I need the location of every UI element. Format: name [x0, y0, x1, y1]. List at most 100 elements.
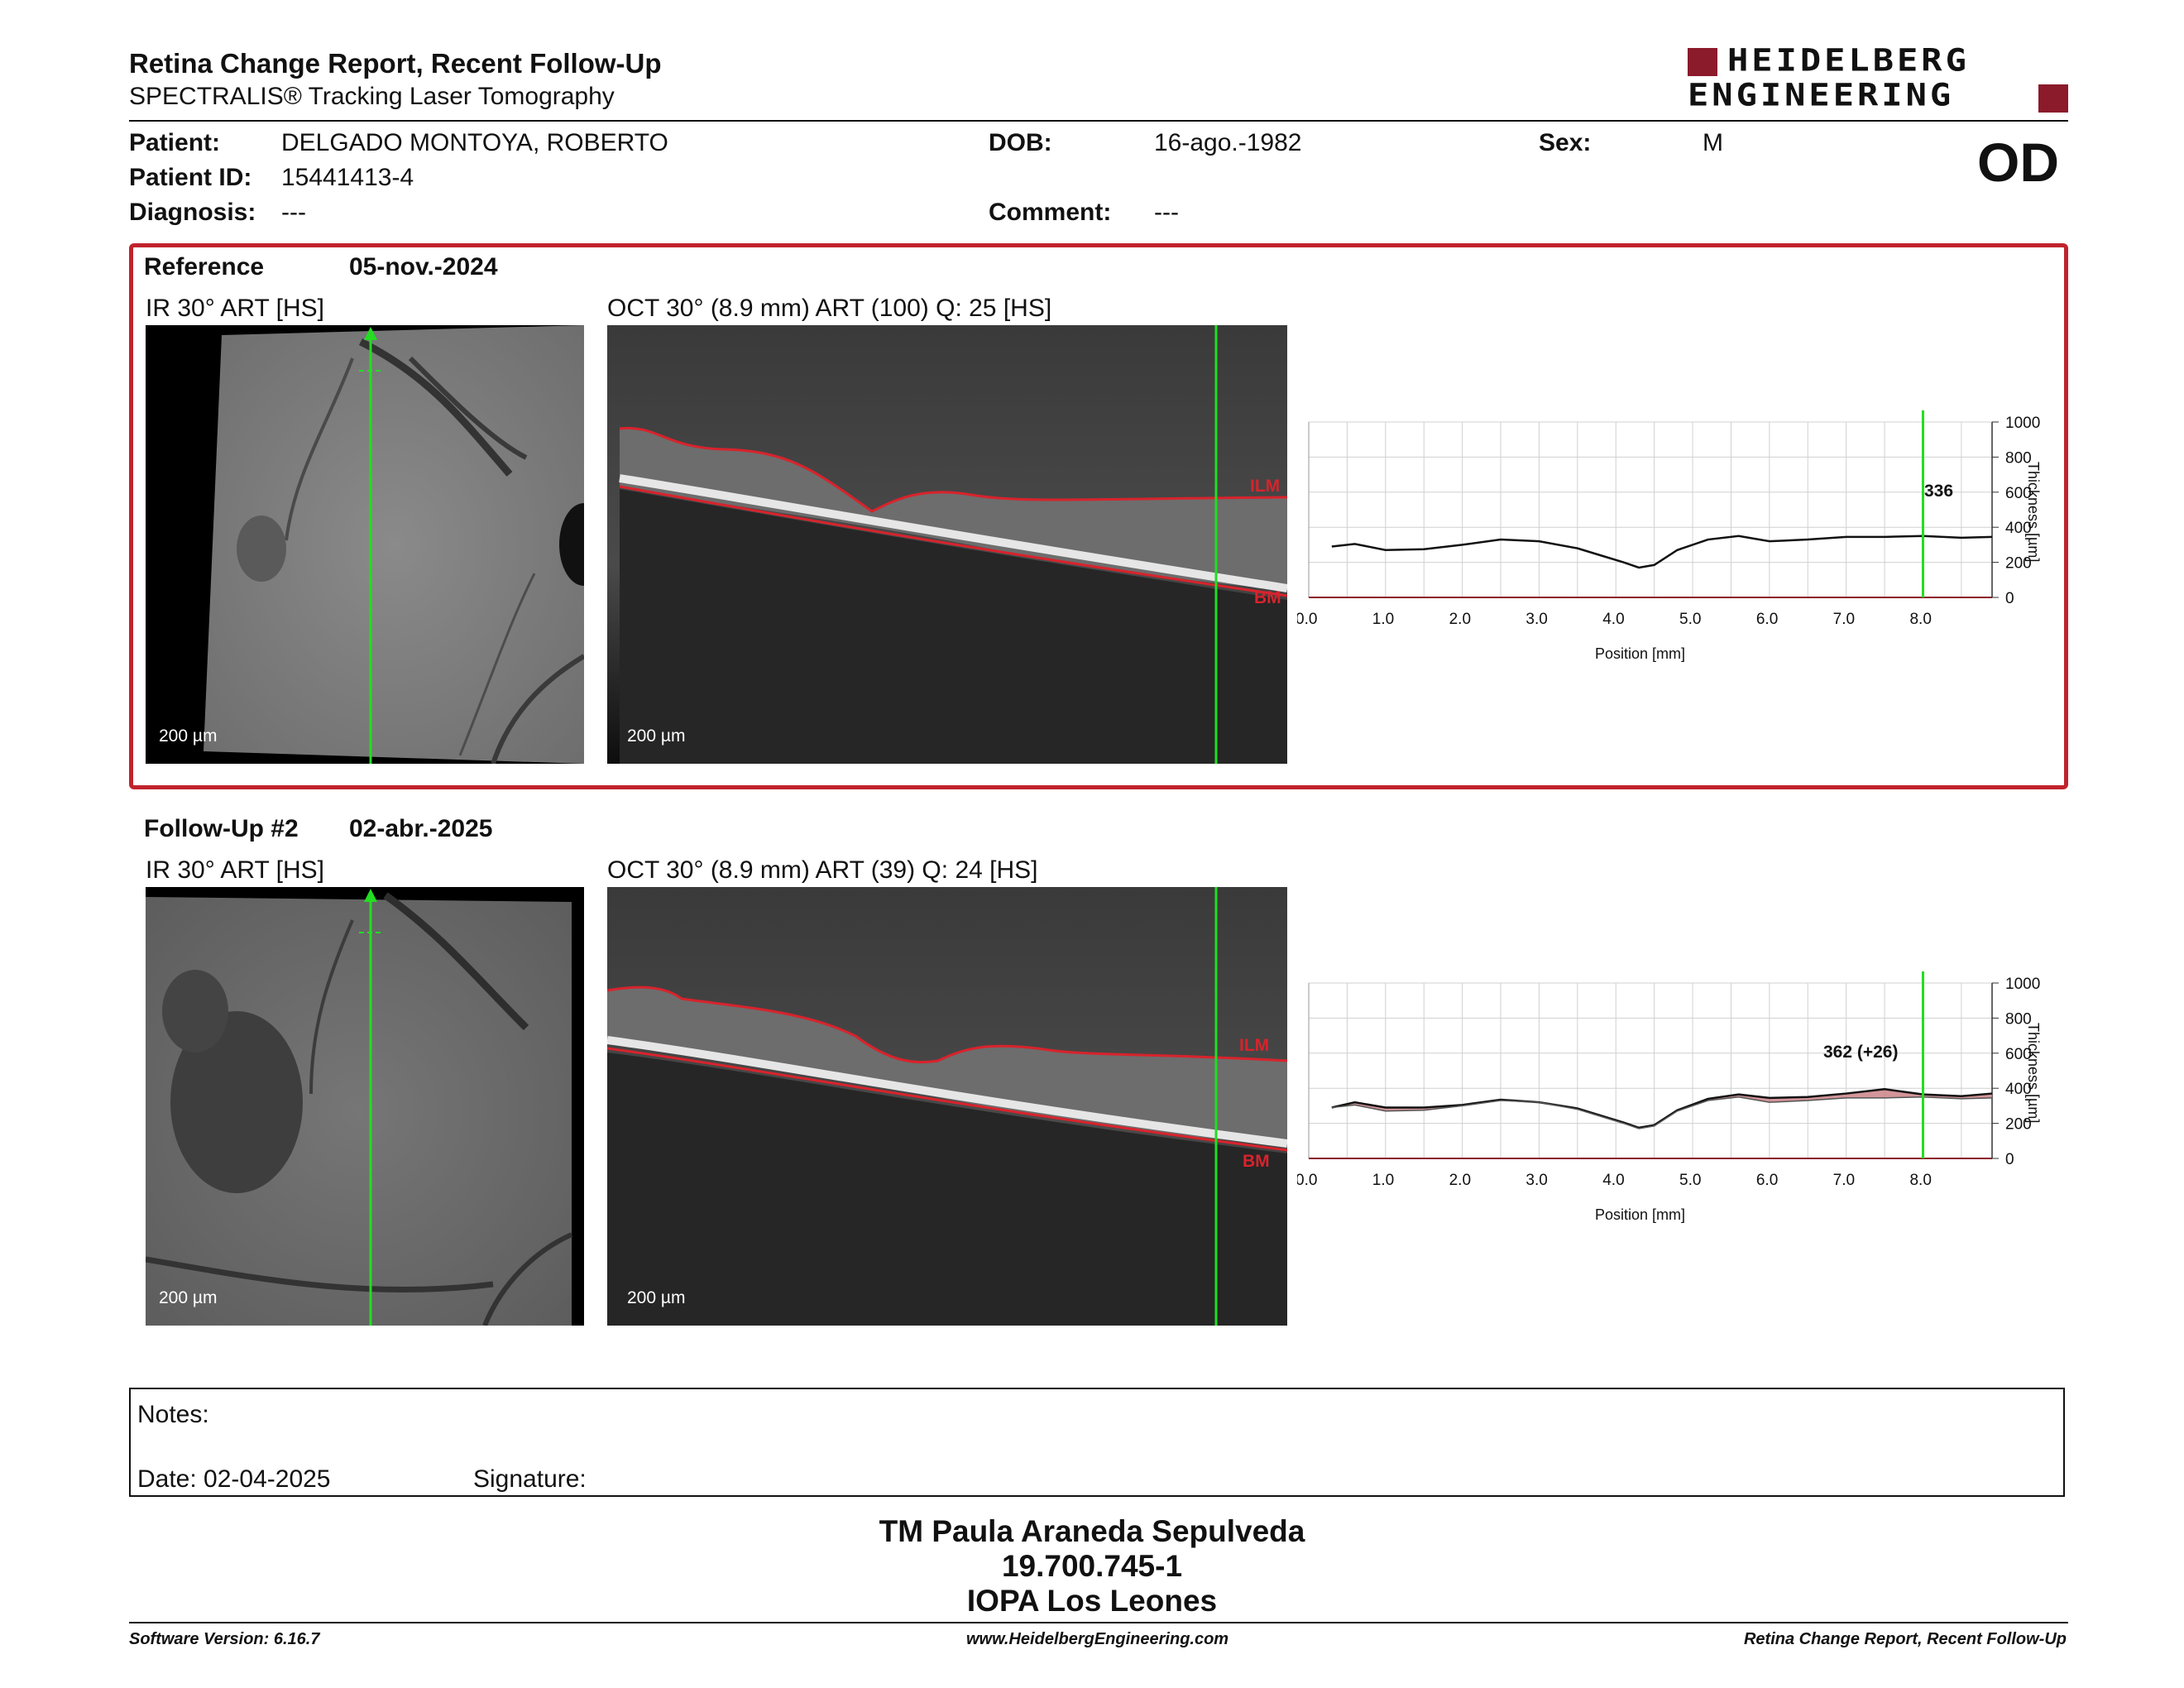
followup-date: 02-abr.-2025	[349, 815, 493, 842]
followup-label: Follow-Up #2	[144, 815, 299, 842]
followup-chart-ytick-label-1: 200	[2005, 1116, 2032, 1134]
reference-chart-xtick-label-0: 0.0	[1297, 611, 1317, 628]
reference-ilm-label: ILM	[1250, 477, 1281, 496]
followup-oct-scale: 200 µm	[627, 1288, 686, 1307]
reference-chart-ytick-label-4: 800	[2005, 449, 2032, 467]
followup-chart-xtick-label-4: 4.0	[1602, 1172, 1624, 1189]
reference-bm-line	[619, 485, 1287, 597]
dob-label: DOB:	[989, 129, 1052, 156]
reference-chart-xtick-label-7: 7.0	[1833, 611, 1855, 628]
reference-ir-scale: 200 µm	[159, 727, 218, 746]
followup-oct-label: OCT 30° (8.9 mm) ART (39) Q: 24 [HS]	[607, 856, 1038, 884]
comment-value: ---	[1154, 199, 1179, 226]
followup-chart-xtick-label-0: 0.0	[1297, 1172, 1317, 1189]
reference-ir-image	[146, 325, 584, 764]
reference-bm-label: BM	[1254, 588, 1281, 607]
signer-name: TM Paula Araneda Sepulveda	[879, 1514, 1305, 1548]
sex-value: M	[1703, 129, 1723, 156]
software-version: Software Version: 6.16.7	[129, 1630, 320, 1648]
patient-id: 15441413-4	[281, 164, 414, 191]
logo-line2: ENGINEERING	[1688, 76, 1955, 113]
logo-line1: HEIDELBERG	[1727, 41, 1970, 79]
logo-square-icon-2	[2038, 84, 2068, 113]
followup-thickness-chart: 0 200 400 600 800 1000 0.0 1.0 2.0 3.0 4.0 5.0 6.0 7.…	[1297, 971, 2040, 1189]
scan-direction-arrow-icon	[364, 327, 377, 340]
reference-chart-xtick-label-6: 6.0	[1756, 611, 1778, 628]
reference-chart-xtick-label-5: 5.0	[1679, 611, 1701, 628]
followup-chart-ytick-label-2: 400	[2005, 1081, 2032, 1098]
followup-chart-xlabel: Position [mm]	[1595, 1206, 1686, 1223]
followup-ir-scale: 200 µm	[159, 1288, 218, 1307]
reference-chart-ylabel: Thickness [µm]	[2025, 462, 2042, 563]
reference-chart-xlabel: Position [mm]	[1595, 645, 1686, 662]
eye-indicator: OD	[1977, 132, 2059, 193]
reference-thickness-chart: 0 200 400 600 800 1000 0.0 1.0 2.0 3.0 4.0 5.0 6.0 7.…	[1297, 410, 2040, 628]
followup-chart-ytick-label-0: 0	[2005, 1151, 2014, 1168]
reference-chart-ytick-label-1: 200	[2005, 555, 2032, 573]
reference-oct-label: OCT 30° (8.9 mm) ART (100) Q: 25 [HS]	[607, 295, 1052, 322]
followup-chart-series-0	[1331, 1088, 1993, 1129]
heidelberg-logo: HEIDELBERG ENGINEERING	[1688, 41, 2068, 116]
followup-chart-xtick-label-6: 6.0	[1756, 1172, 1778, 1189]
patient-id-label: Patient ID:	[129, 164, 252, 191]
reference-chart-xtick-label-4: 4.0	[1602, 611, 1624, 628]
followup-oct-image	[607, 887, 1287, 1326]
followup-chart-xtick-label-5: 5.0	[1679, 1172, 1701, 1189]
followup-ilm-line	[607, 985, 1287, 1064]
logo-square-icon	[1688, 48, 1717, 76]
followup-chart-ylabel: Thickness [µm]	[2025, 1023, 2042, 1124]
followup-ilm-label: ILM	[1239, 1036, 1270, 1055]
reference-cursor-value: 336	[1924, 482, 1954, 501]
notes-label: Notes:	[137, 1401, 209, 1428]
header-divider	[129, 120, 2068, 122]
signature-label: Signature:	[473, 1465, 587, 1493]
followup-chart-xtick-label-1: 1.0	[1372, 1172, 1394, 1189]
dob-value: 16-ago.-1982	[1154, 129, 1302, 156]
report-subtitle: SPECTRALIS® Tracking Laser Tomography	[129, 83, 615, 110]
followup-chart-xtick-label-8: 8.0	[1909, 1172, 1931, 1189]
patient-name: DELGADO MONTOYA, ROBERTO	[281, 129, 668, 156]
notes-box[interactable]: Notes: Date: 02-04-2025 Signature:	[129, 1388, 2065, 1497]
reference-chart-ytick-label-5: 1000	[2005, 415, 2040, 432]
reference-ir-label: IR 30° ART [HS]	[146, 295, 324, 322]
followup-ir-image	[146, 887, 584, 1326]
reference-chart-ytick-label-2: 400	[2005, 520, 2032, 537]
notes-date: Date: 02-04-2025	[137, 1465, 331, 1493]
comment-label: Comment:	[989, 199, 1112, 226]
followup-chart-xtick-label-3: 3.0	[1525, 1172, 1547, 1189]
followup-chart-series-1	[1331, 1096, 1993, 1129]
followup-chart-ytick-label-4: 800	[2005, 1010, 2032, 1028]
reference-chart-series-0	[1331, 535, 1993, 569]
signer-rut: 19.700.745-1	[1001, 1549, 1183, 1583]
followup-cursor-value: 362 (+26)	[1823, 1043, 1899, 1062]
reference-oct-scale: 200 µm	[627, 727, 686, 746]
reference-chart-ytick-label-0: 0	[2005, 590, 2014, 607]
followup-chart-ytick-label-5: 1000	[2005, 976, 2040, 993]
followup-chart-xtick-label-7: 7.0	[1833, 1172, 1855, 1189]
reference-ilm-line	[619, 426, 1287, 513]
reference-chart-ytick-label-3: 600	[2005, 485, 2032, 502]
signer-clinic: IOPA Los Leones	[966, 1584, 1218, 1618]
reference-frame	[129, 243, 2068, 789]
website-link[interactable]: www.HeidelbergEngineering.com	[966, 1630, 1229, 1648]
followup-bm-line	[607, 1047, 1287, 1152]
followup-ir-label: IR 30° ART [HS]	[146, 856, 324, 884]
report-title: Retina Change Report, Recent Follow-Up	[129, 48, 662, 79]
reference-label: Reference	[144, 253, 265, 281]
followup-chart-ytick-label-3: 600	[2005, 1046, 2032, 1063]
followup-chart-xtick-label-2: 2.0	[1449, 1172, 1471, 1189]
reference-date: 05-nov.-2024	[349, 253, 498, 281]
followup-bm-label: BM	[1243, 1152, 1270, 1171]
patient-name-label: Patient:	[129, 129, 221, 156]
sex-label: Sex:	[1539, 129, 1592, 156]
reference-chart-xtick-label-1: 1.0	[1372, 611, 1394, 628]
footer-divider	[129, 1622, 2068, 1623]
reference-chart-xtick-label-8: 8.0	[1909, 611, 1931, 628]
reference-chart-xtick-label-2: 2.0	[1449, 611, 1471, 628]
reference-chart-xtick-label-3: 3.0	[1525, 611, 1547, 628]
reference-oct-image	[607, 325, 1287, 764]
diagnosis-value: ---	[281, 199, 306, 226]
followup-scan-direction-arrow-icon	[364, 889, 377, 902]
footer-report-name: Retina Change Report, Recent Follow-Up	[1743, 1630, 2067, 1648]
diagnosis-label: Diagnosis:	[129, 199, 256, 226]
